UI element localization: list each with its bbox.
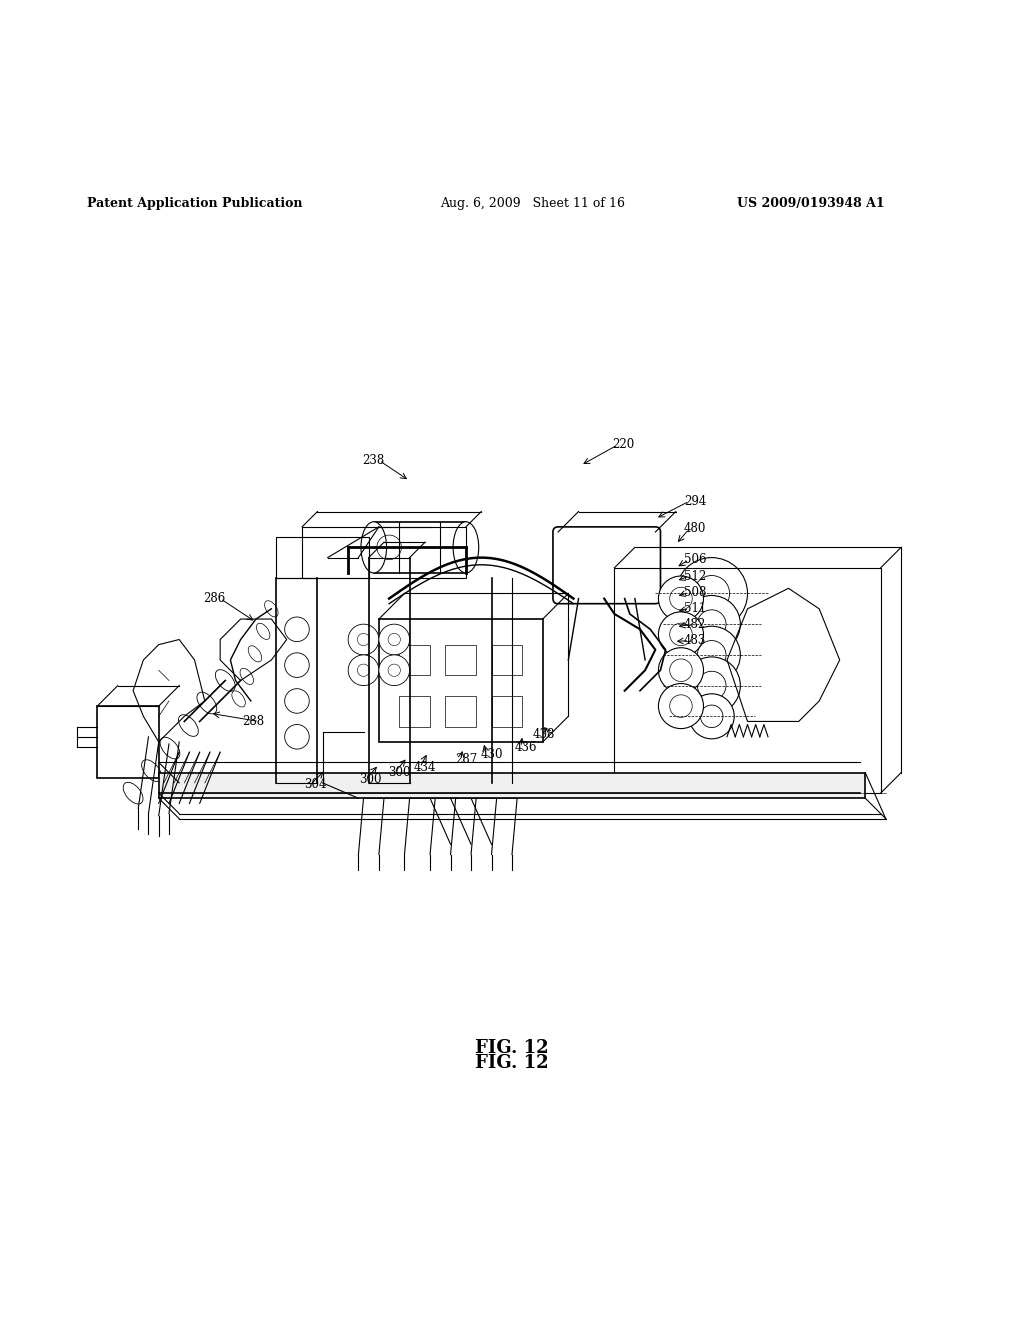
Circle shape (285, 653, 309, 677)
Text: 286: 286 (203, 593, 225, 605)
Text: 508: 508 (684, 586, 707, 599)
Text: 434: 434 (414, 762, 436, 774)
Circle shape (379, 655, 410, 685)
Ellipse shape (453, 521, 478, 573)
Text: 288: 288 (242, 715, 264, 727)
Circle shape (658, 612, 703, 657)
Text: 511: 511 (684, 602, 707, 615)
Text: 483: 483 (684, 634, 707, 647)
Text: 506: 506 (684, 553, 707, 566)
Text: 300: 300 (359, 774, 382, 787)
Text: 512: 512 (684, 569, 707, 582)
Text: 238: 238 (361, 454, 384, 467)
Circle shape (348, 655, 379, 685)
Circle shape (689, 694, 734, 739)
Text: 480: 480 (684, 523, 707, 536)
Text: 304: 304 (304, 779, 327, 792)
Ellipse shape (360, 521, 387, 573)
Bar (492, 696, 522, 726)
Circle shape (658, 648, 703, 693)
Bar (614, 568, 881, 793)
Bar (276, 537, 369, 578)
Text: FIG. 12: FIG. 12 (475, 1055, 549, 1072)
Text: 482: 482 (684, 618, 707, 631)
Text: 294: 294 (684, 495, 707, 508)
Circle shape (676, 557, 748, 630)
Circle shape (683, 626, 740, 684)
Circle shape (683, 657, 740, 714)
Text: FIG. 12: FIG. 12 (475, 1039, 549, 1057)
Text: Patent Application Publication: Patent Application Publication (87, 197, 302, 210)
Circle shape (683, 595, 740, 653)
Text: 436: 436 (515, 741, 538, 754)
Bar (379, 619, 543, 742)
Circle shape (285, 689, 309, 713)
Bar (445, 644, 476, 676)
Circle shape (658, 576, 703, 622)
Bar (445, 696, 476, 726)
Bar (302, 527, 466, 578)
Text: 220: 220 (612, 438, 635, 451)
Circle shape (379, 624, 410, 655)
Text: 430: 430 (480, 747, 503, 760)
Circle shape (348, 624, 379, 655)
Text: 300: 300 (388, 766, 411, 779)
Text: US 2009/0193948 A1: US 2009/0193948 A1 (737, 197, 885, 210)
Bar (399, 644, 430, 676)
Text: 287: 287 (455, 752, 477, 766)
Bar (492, 644, 522, 676)
Text: 438: 438 (532, 729, 555, 742)
Circle shape (658, 684, 703, 729)
Bar (374, 521, 466, 573)
Circle shape (285, 616, 309, 642)
Text: Aug. 6, 2009   Sheet 11 of 16: Aug. 6, 2009 Sheet 11 of 16 (440, 197, 626, 210)
Bar (159, 772, 865, 799)
Bar (399, 696, 430, 726)
Circle shape (285, 725, 309, 748)
